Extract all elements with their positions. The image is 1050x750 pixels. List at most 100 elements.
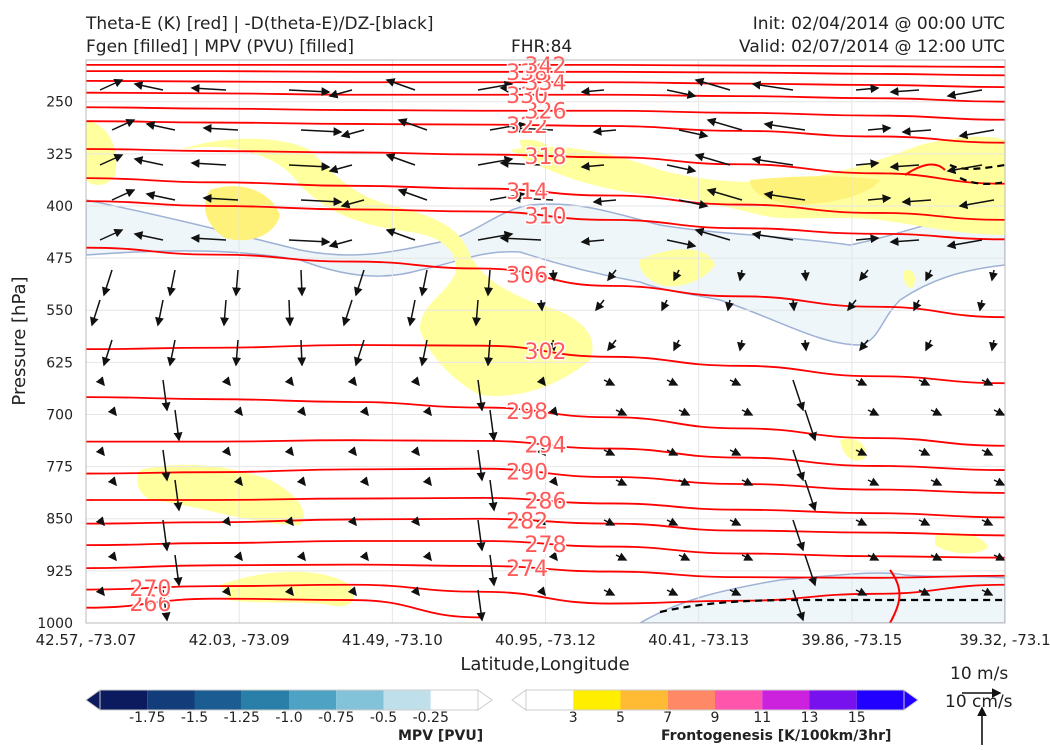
fgen-fill [86,120,117,185]
wind-vector [145,121,176,131]
wind-vector [615,477,628,486]
wind-vector [99,154,124,166]
title-line-1: Theta-E (K) [red] | -D(theta-E)/DZ-[blac… [86,14,434,34]
wind-vector [666,164,697,174]
theta-e-contour-338 [86,70,1005,77]
mpv-colorbar: -1.75 -1.5 -1.25 -1.0 -0.75 -0.5 -0.25 [85,689,493,726]
wind-vector [788,299,798,312]
wind-vector [233,551,243,562]
wind-vector [133,156,164,166]
wind-vector [499,233,542,243]
plot-frame [85,59,1006,624]
fgen-fill [750,176,880,205]
wind-vector [901,126,932,136]
wind-vector [161,519,171,552]
wind-vector [221,376,231,387]
wind-vector [859,339,869,352]
wind-vector [993,477,1005,486]
colorbar-tip [85,689,101,711]
wind-vector [297,339,307,367]
wind-vector [422,551,432,562]
wind-vector [107,406,117,417]
wind-vector [918,377,931,386]
wind-vector [855,517,868,526]
y-tick-label: 700 [46,407,73,423]
wind-vector [347,446,357,457]
wind-vector [190,233,227,243]
contour-label-338: 338 [506,61,548,86]
y-tick-label: 625 [46,355,73,371]
contour-label-302: 302 [525,340,567,365]
wind-vector [167,339,176,367]
theta-e-contour-270 [86,583,1005,605]
wind-vector [288,87,331,97]
wind-vector [889,86,920,96]
wind-vector [111,189,136,201]
wind-vector [107,476,117,487]
wind-vector [385,153,416,166]
colorbar-tick: 15 [848,710,866,726]
wind-vector [488,409,498,442]
wind-vector [232,269,242,297]
theta-e-contour-274 [86,563,1005,579]
colorbar-swatch [620,690,668,710]
fgen-fill [180,138,593,396]
wind-vector [89,299,101,327]
wind-vector [804,479,817,512]
wind-vector [673,269,682,282]
colorbar-outline [525,689,905,711]
wind-vector [488,479,498,512]
theta-e-contours [86,63,1005,619]
theta-e-kink [889,569,901,623]
wind-vector [666,517,679,526]
contour-label-322: 322 [506,114,548,139]
colorbar-tick: 13 [801,710,819,726]
wind-vector [285,299,295,327]
wind-vector [694,227,731,241]
wind-vector [855,587,868,596]
wind-vector [347,516,357,527]
wind-vector [340,199,365,209]
wind-vector [233,476,243,487]
wind-vector [155,299,164,327]
wind-vector [422,406,432,417]
wind-vector [173,409,183,442]
wind-vector [889,161,920,171]
wind-vector [913,299,922,312]
theta-e-contour-290 [86,467,1005,494]
fgen-fill [840,438,866,461]
colorbar-swatch [715,690,763,710]
wind-vector [792,519,805,552]
wind-vector [603,517,616,526]
wind-vector [741,477,754,486]
colorbar-swatch [100,690,148,710]
wind-vector [472,299,482,327]
wind-vector [101,269,113,297]
x-tick-label: 39.32, -73.1 [959,631,1050,649]
theta-e-contour-310 [86,200,1005,241]
wind-vector [580,161,605,171]
horizontal-scale-label: 10 m/s [950,664,1009,684]
wind-vector [958,129,995,140]
wind-vector [173,554,183,587]
wind-vector [359,406,369,417]
wind-vector [328,239,353,249]
wind-vector [607,339,617,352]
x-tick-label: 39.86, -73.15 [801,631,902,649]
wind-vector [855,84,880,94]
wind-vector [385,78,416,91]
wind-vector [221,516,231,527]
colorbar-swatch [336,690,384,710]
wind-vector [95,376,105,387]
wind-vector [918,447,931,456]
wind-vector [284,376,294,387]
wind-vector [296,406,306,417]
wind-vector [603,447,616,456]
wind-vector [477,155,514,166]
wind-vector [855,377,868,386]
wind-vector [737,339,746,352]
wind-vector [133,231,164,241]
theta-e-contour-322 [86,120,1005,144]
theta-e-contour-318 [86,148,1005,185]
